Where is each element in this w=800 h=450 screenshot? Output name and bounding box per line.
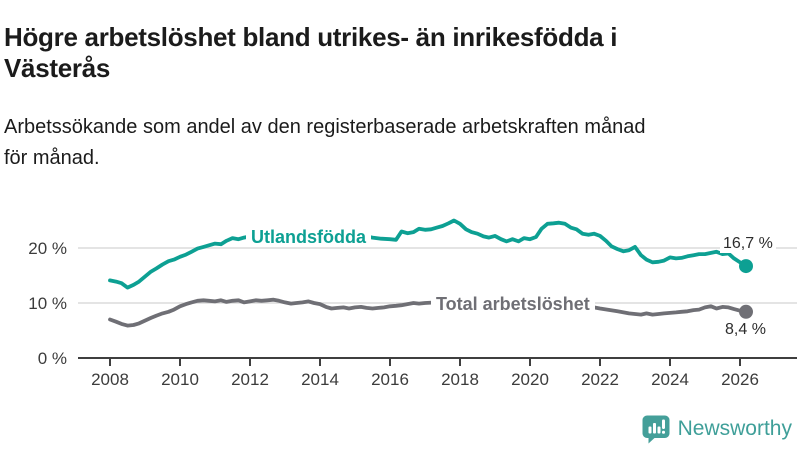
series-line-1 [108,297,748,328]
series-label-total-arbetsloshet: Total arbetslöshet [431,294,595,314]
y-tick-label-20: 20 % [28,239,67,258]
title-line-1: Högre arbetslöshet bland utrikes- än inr… [4,22,618,53]
x-tick-label-2018: 2018 [441,370,479,389]
end-value-label-utlandsfodda: 16,7 % [720,235,776,253]
title-line-2: Västerås [4,53,111,84]
subtitle-line-2: för månad. [4,147,100,169]
x-tick-label-2026: 2026 [721,370,759,389]
x-tick-label-2010: 2010 [161,370,199,389]
y-tick-label-10: 10 % [28,294,67,313]
x-tick-label-2014: 2014 [301,370,339,389]
page-title: Högre arbetslöshet bland utrikes- än inr… [4,22,724,84]
x-tick-label-2012: 2012 [231,370,269,389]
subtitle-line-1: Arbetssökande som andel av den registerb… [4,116,646,138]
series-line-0 [108,218,748,290]
series-label-utlandsfodda: Utlandsfödda [246,227,371,247]
x-tick-label-2016: 2016 [371,370,409,389]
end-value-label-total-arbetsloshet: 8,4 % [722,321,769,339]
bar-chart-speech-bubble-icon [642,415,670,444]
series-end-dot-1 [739,304,753,319]
chart-subtitle: Arbetssökande som andel av den registerb… [4,112,784,174]
x-tick-label-2024: 2024 [651,370,689,389]
x-tick-label-2020: 2020 [511,370,549,389]
series-end-dot-0 [739,259,753,274]
y-tick-label-0: 0 % [38,349,67,368]
x-tick-label-2022: 2022 [581,370,619,389]
brand-name: Newsworthy [677,417,792,440]
newsworthy-logo: Newsworthy [641,414,792,444]
x-tick-label-2008: 2008 [91,370,129,389]
